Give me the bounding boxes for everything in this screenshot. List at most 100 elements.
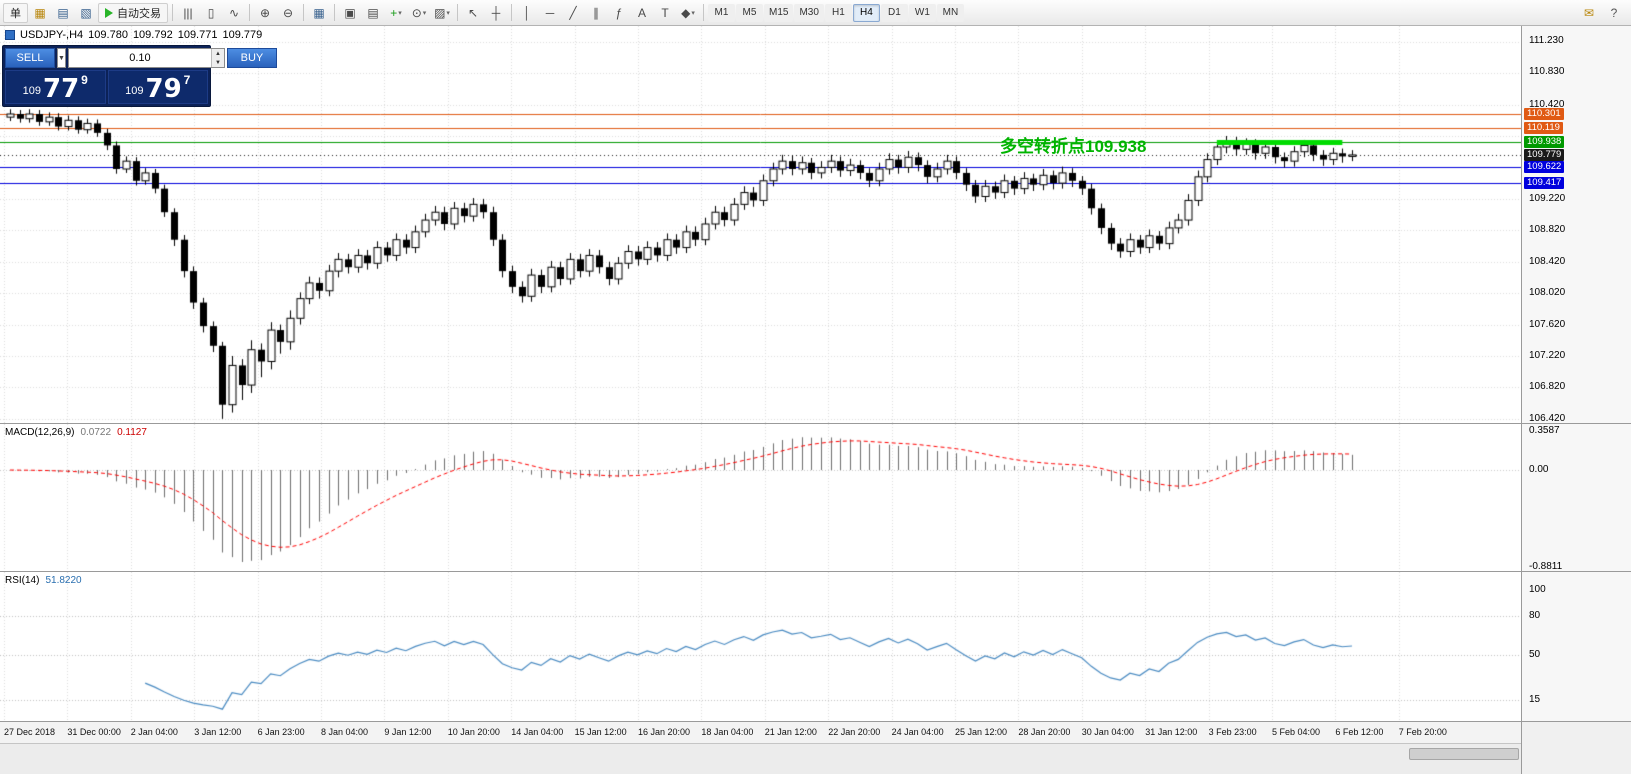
pivot-annotation[interactable]: 多空转折点109.938 bbox=[1000, 137, 1147, 156]
vertical-line-icon[interactable]: │ bbox=[516, 3, 538, 23]
timeframe-mn[interactable]: MN bbox=[936, 3, 964, 22]
time-label: 5 Feb 04:00 bbox=[1272, 727, 1321, 737]
line-chart-icon[interactable]: ∿ bbox=[223, 3, 245, 23]
data-window-icon[interactable]: ▤ bbox=[52, 3, 74, 23]
navigator-icon-glyph: ▧ bbox=[80, 5, 92, 20]
dropdown-caret-icon: ▾ bbox=[691, 9, 695, 17]
symbol-period-label: USDJPY-,H4 bbox=[20, 29, 84, 41]
rsi-axis-tick: 100 bbox=[1529, 584, 1546, 595]
volume-down-button[interactable]: ▼ bbox=[211, 58, 224, 67]
timeframe-m5[interactable]: M5 bbox=[736, 3, 763, 22]
toolbar: 单 ▦ ▤ ▧ 自动交易 ||| ▯ ∿ ⊕ ⊖ ▦ ▣ ▤ + ▾ ⊙ ▾ ▨ ▾ ↖ ┼ │ ─ ╱ ∥ ƒ A T ◆ ▾ M1 M5… bbox=[0, 0, 1631, 26]
templates-button[interactable]: ▨ ▾ bbox=[431, 3, 453, 23]
candlestick-chart-icon[interactable]: ▯ bbox=[200, 3, 222, 23]
main-price-axis[interactable]: 111.230 110.830 110.420 109.220 108.820 108.4… bbox=[1522, 26, 1631, 424]
arrange-windows-icon[interactable]: ▣ bbox=[339, 3, 361, 23]
time-label: 28 Jan 20:00 bbox=[1018, 727, 1071, 737]
price-tick: 107.620 bbox=[1529, 318, 1566, 330]
cursor-icon[interactable]: ↖ bbox=[462, 3, 484, 23]
notifications-icon[interactable]: ✉ bbox=[1578, 3, 1600, 23]
rsi-axis-tick: 50 bbox=[1529, 648, 1541, 660]
macd-canvas[interactable] bbox=[0, 424, 1521, 571]
rsi-axis-tick: 80 bbox=[1529, 609, 1541, 621]
quote-low: 109.771 bbox=[177, 29, 218, 41]
bar-chart-icon-glyph: ||| bbox=[183, 5, 193, 20]
rsi-panel: RSI(14) 51.8220 bbox=[0, 572, 1521, 722]
help-icon[interactable]: ? bbox=[1603, 3, 1625, 23]
sell-price[interactable]: 109 77 9 bbox=[5, 70, 106, 104]
quote-line: USDJPY-,H4 109.780 109.792 109.771 109.7… bbox=[5, 29, 262, 41]
channel-icon[interactable]: ∥ bbox=[585, 3, 607, 23]
zoom-out-icon[interactable]: ⊖ bbox=[277, 3, 299, 23]
cascade-windows-icon[interactable]: ▤ bbox=[362, 3, 384, 23]
price-tick: 107.220 bbox=[1529, 349, 1566, 361]
label-icon[interactable]: T bbox=[654, 3, 676, 23]
indicators-button-glyph: + bbox=[390, 5, 398, 20]
sell-button[interactable]: SELL bbox=[5, 48, 55, 68]
rsi-axis[interactable]: 100 80 50 15 bbox=[1522, 572, 1631, 722]
play-icon bbox=[105, 7, 113, 18]
price-tick: 106.820 bbox=[1529, 381, 1566, 393]
timeframe-d1[interactable]: D1 bbox=[880, 3, 908, 22]
macd-axis[interactable]: 0.3587 0.00 -0.8811 bbox=[1522, 424, 1631, 572]
dropdown-caret-icon: ▾ bbox=[422, 9, 427, 17]
buy-price[interactable]: 109 79 7 bbox=[107, 70, 208, 104]
time-label: 16 Jan 20:00 bbox=[638, 727, 691, 737]
help-icon-glyph: ? bbox=[1610, 5, 1618, 20]
new-order-button[interactable]: 单 bbox=[3, 2, 28, 23]
indicators-button[interactable]: + ▾ bbox=[385, 3, 407, 23]
main-chart-canvas[interactable] bbox=[0, 26, 1521, 423]
macd-axis-tick: 0.3587 bbox=[1529, 424, 1560, 436]
macd-label: MACD(12,26,9) 0.0722 0.1127 bbox=[5, 427, 147, 438]
notifications-icon-glyph: ✉ bbox=[1583, 5, 1595, 20]
shapes-icon-glyph: ◆ bbox=[681, 5, 691, 20]
time-label: 24 Jan 04:00 bbox=[891, 727, 944, 737]
periods-button[interactable]: ⊙ ▾ bbox=[408, 3, 430, 23]
crosshair-icon-glyph: ┼ bbox=[491, 5, 501, 20]
rsi-canvas[interactable] bbox=[0, 572, 1521, 721]
timeframe-m30[interactable]: M30 bbox=[794, 3, 824, 22]
dropdown-caret-icon: ▾ bbox=[398, 9, 402, 17]
volume-up-button[interactable]: ▲ bbox=[211, 49, 224, 58]
time-label: 8 Jan 04:00 bbox=[321, 727, 369, 737]
horizontal-scrollbar-thumb[interactable] bbox=[1409, 748, 1519, 760]
quote-close: 109.779 bbox=[222, 29, 263, 41]
shapes-icon[interactable]: ◆ ▾ bbox=[677, 3, 699, 23]
time-axis[interactable]: 27 Dec 2018 31 Dec 00:00 2 Jan 04:00 3 Jan … bbox=[0, 722, 1521, 744]
navigator-icon[interactable]: ▧ bbox=[75, 3, 97, 23]
volume-input[interactable] bbox=[68, 49, 211, 67]
timeframe-w1[interactable]: W1 bbox=[908, 3, 936, 22]
crosshair-icon[interactable]: ┼ bbox=[485, 3, 507, 23]
toolbar-separator bbox=[457, 4, 458, 21]
timeframe-h1[interactable]: H1 bbox=[824, 3, 852, 22]
data-window-icon-glyph: ▤ bbox=[57, 5, 69, 20]
text-icon[interactable]: A bbox=[631, 3, 653, 23]
zoom-in-icon[interactable]: ⊕ bbox=[254, 3, 276, 23]
market-watch-icon-glyph: ▦ bbox=[34, 5, 46, 20]
price-tick: 111.230 bbox=[1529, 34, 1564, 46]
volume-presets-dropdown[interactable]: ▼ bbox=[57, 48, 66, 68]
trendline-icon[interactable]: ╱ bbox=[562, 3, 584, 23]
sell-price-pip: 9 bbox=[81, 73, 88, 87]
price-level-chip: 109.938 bbox=[1524, 136, 1565, 149]
rsi-axis-tick: 15 bbox=[1529, 693, 1541, 705]
horizontal-line-icon[interactable]: ─ bbox=[539, 3, 561, 23]
tile-windows-icon[interactable]: ▦ bbox=[308, 3, 330, 23]
buy-button[interactable]: BUY bbox=[226, 48, 277, 68]
time-label: 10 Jan 20:00 bbox=[447, 727, 500, 737]
timeframe-m15[interactable]: M15 bbox=[764, 3, 794, 22]
fibonacci-icon[interactable]: ƒ bbox=[608, 3, 630, 23]
horizontal-scrollbar[interactable] bbox=[0, 744, 1521, 774]
price-tick: 108.420 bbox=[1529, 255, 1566, 267]
time-label: 21 Jan 12:00 bbox=[764, 727, 817, 737]
one-click-trading-panel: SELL ▼ ▲ ▼ BUY 109 77 9 bbox=[2, 45, 277, 107]
rsi-label: RSI(14) 51.8220 bbox=[5, 575, 82, 586]
market-watch-icon[interactable]: ▦ bbox=[29, 3, 51, 23]
quote-high: 109.792 bbox=[132, 29, 173, 41]
timeframe-h4[interactable]: H4 bbox=[852, 3, 880, 22]
bar-chart-icon[interactable]: ||| bbox=[177, 3, 199, 23]
auto-trading-button[interactable]: 自动交易 bbox=[98, 2, 168, 23]
templates-button-glyph: ▨ bbox=[434, 5, 446, 20]
timeframe-m1[interactable]: M1 bbox=[708, 3, 735, 22]
time-label: 9 Jan 12:00 bbox=[384, 727, 432, 737]
